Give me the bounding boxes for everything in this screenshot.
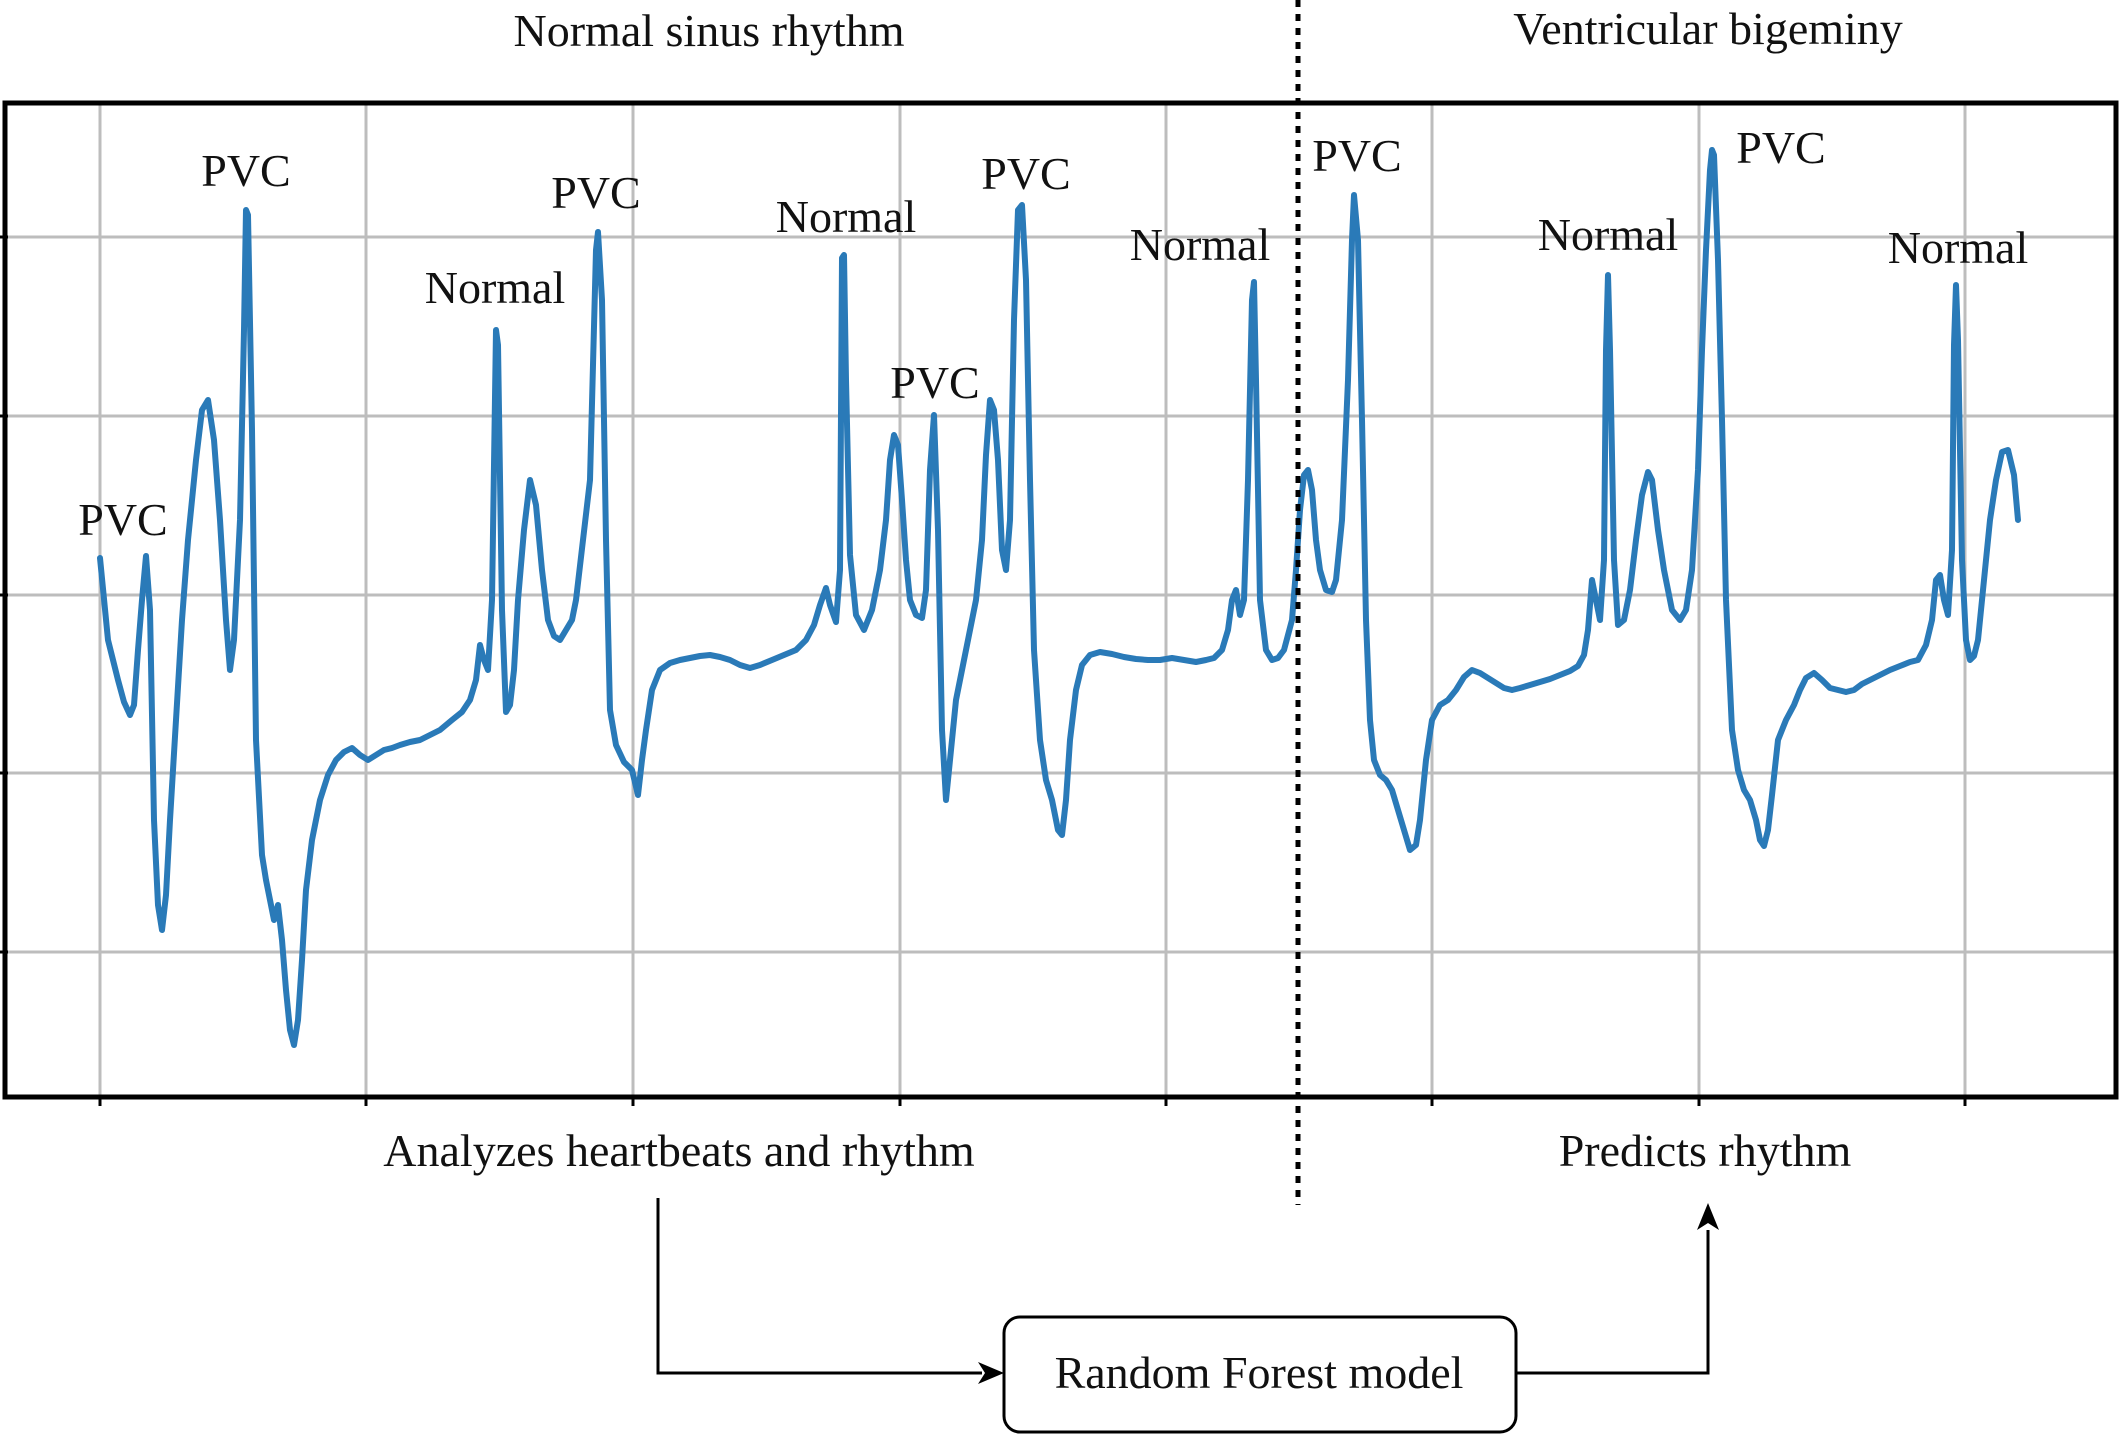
beat-label: Normal [776,191,917,242]
beat-label: PVC [201,145,290,196]
beat-labels: PVC PVC Normal PVC Normal PVC PVC Normal… [78,122,2028,545]
caption-predicts: Predicts rhythm [1559,1125,1852,1176]
chart-frame [2,100,2119,1100]
beat-label: Normal [1888,222,2029,273]
ecg-trace [97,147,2021,1048]
random-forest-model-box [1002,1315,1518,1434]
beat-label: Normal [1538,209,1679,260]
beat-label: PVC [1312,130,1401,181]
beat-label: PVC [78,494,167,545]
beat-label: PVC [890,357,979,408]
beat-label: PVC [551,167,640,218]
axis-ticks [0,235,1967,1106]
section-title-ventricular-bigeminy: Ventricular bigeminy [1513,3,1903,54]
chart-grid [5,103,2116,1097]
beat-label: Normal [425,262,566,313]
input-arrowhead [978,1362,1004,1384]
caption-analyzes: Analyzes heartbeats and rhythm [383,1125,975,1176]
input-arrow [656,1198,982,1375]
section-title-normal-sinus: Normal sinus rhythm [514,5,905,56]
random-forest-model-label: Random Forest model [1055,1347,1464,1398]
output-arrowhead [1697,1203,1719,1230]
beat-label: Normal [1130,219,1271,270]
output-arrow [1516,1230,1710,1375]
beat-label: PVC [1736,122,1825,173]
beat-label: PVC [981,148,1070,199]
